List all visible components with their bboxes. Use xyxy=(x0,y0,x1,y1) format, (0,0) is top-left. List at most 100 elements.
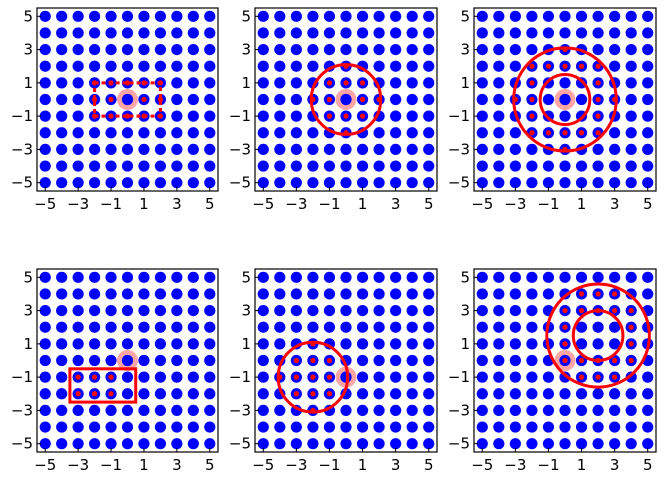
grid-point xyxy=(493,93,505,106)
grid-point xyxy=(187,354,199,367)
grid-point xyxy=(575,27,588,39)
grid-point xyxy=(542,388,555,400)
grid-point xyxy=(39,288,51,300)
subplot-6: −5 −3 −1 1 3 5 −5 −3 −1 1 3 5 xyxy=(448,268,657,474)
grid-point xyxy=(204,421,216,433)
grid-point xyxy=(526,304,538,317)
grid-point xyxy=(105,127,117,139)
grid-point xyxy=(323,43,336,56)
grid-point xyxy=(373,288,385,300)
grid-point xyxy=(290,27,302,39)
grid-point xyxy=(257,288,269,300)
grid-point xyxy=(356,338,369,350)
grid-point xyxy=(423,354,435,367)
grid-point xyxy=(88,288,101,300)
grid-point xyxy=(290,177,302,189)
grid-point xyxy=(406,354,418,367)
grid-point xyxy=(642,271,654,283)
y-tick-label: −1 xyxy=(229,107,251,125)
grid-point xyxy=(390,371,402,383)
grid-point xyxy=(609,404,621,417)
grid-point xyxy=(187,304,199,317)
grid-point xyxy=(575,388,588,400)
grid-point xyxy=(609,388,621,400)
grid-point xyxy=(476,160,488,172)
neighbor-point xyxy=(628,341,634,347)
grid-point xyxy=(373,43,385,56)
y-tick-label: −1 xyxy=(448,368,470,386)
grid-point xyxy=(575,404,588,417)
neighbor-point xyxy=(562,130,568,136)
grid-point xyxy=(257,43,269,56)
grid-point xyxy=(575,93,588,106)
grid-point xyxy=(592,27,604,39)
grid-point xyxy=(642,127,654,139)
grid-point xyxy=(274,143,286,156)
grid-point xyxy=(88,438,101,450)
grid-point xyxy=(323,143,336,156)
grid-point xyxy=(39,43,51,56)
grid-point xyxy=(187,404,199,417)
grid-point xyxy=(509,338,521,350)
grid-point xyxy=(423,404,435,417)
subplot-5: −5 −3 −1 1 3 5 −5 −3 −1 1 3 5 xyxy=(229,268,438,474)
grid-point xyxy=(39,93,51,106)
grid-point xyxy=(56,43,68,56)
grid-point xyxy=(307,160,319,172)
grid-point xyxy=(39,143,51,156)
grid-point xyxy=(356,177,369,189)
grid-point xyxy=(526,160,538,172)
grid-point xyxy=(204,354,216,367)
grid-point xyxy=(356,321,369,333)
grid-point xyxy=(257,77,269,89)
neighbor-point xyxy=(562,63,568,69)
grid-point xyxy=(559,271,571,283)
y-tick-label: −3 xyxy=(448,140,470,158)
x-tick-label: −1 xyxy=(318,456,340,474)
grid-point xyxy=(406,127,418,139)
grid-point xyxy=(56,288,68,300)
grid-point xyxy=(204,77,216,89)
axes-frame xyxy=(473,268,657,453)
neighbor-point xyxy=(359,80,366,86)
grid-point xyxy=(476,421,488,433)
grid-point xyxy=(493,27,505,39)
grid-point xyxy=(493,43,505,56)
grid-point xyxy=(390,421,402,433)
neighbor-point xyxy=(529,96,535,103)
grid-point xyxy=(340,27,352,39)
neighbor-point xyxy=(343,113,349,119)
window-rectangle xyxy=(68,367,138,404)
grid-point xyxy=(72,43,84,56)
grid-point xyxy=(406,93,418,106)
x-tick-label: −1 xyxy=(100,195,122,213)
grid-point xyxy=(476,77,488,89)
grid-point xyxy=(72,160,84,172)
grid-point xyxy=(257,371,269,383)
grid-point xyxy=(121,160,134,172)
grid-point xyxy=(204,43,216,56)
grid-point xyxy=(72,321,84,333)
grid-point xyxy=(171,338,183,350)
grid-point xyxy=(204,27,216,39)
plot-area xyxy=(39,271,216,450)
grid-point xyxy=(204,10,216,22)
grid-point xyxy=(187,338,199,350)
grid-point xyxy=(138,304,150,317)
grid-point xyxy=(575,160,588,172)
grid-point xyxy=(204,93,216,106)
neighbor-point xyxy=(578,357,585,364)
grid-point xyxy=(340,143,352,156)
grid-point xyxy=(625,77,637,89)
grid-point xyxy=(39,177,51,189)
grid-point xyxy=(290,438,302,450)
grid-point xyxy=(105,27,117,39)
grid-point xyxy=(72,404,84,417)
grid-point xyxy=(39,321,51,333)
grid-point xyxy=(257,160,269,172)
grid-point xyxy=(274,43,286,56)
window-circle xyxy=(309,63,383,136)
grid-point xyxy=(373,338,385,350)
grid-point xyxy=(625,127,637,139)
grid-point xyxy=(406,421,418,433)
